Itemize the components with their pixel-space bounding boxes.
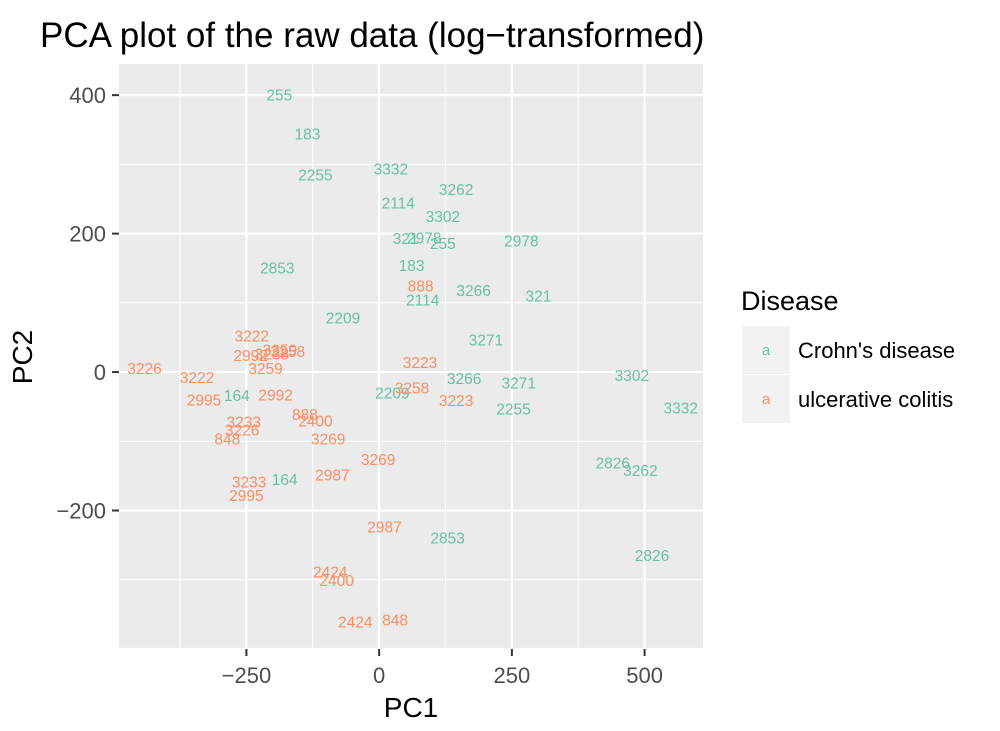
y-tick-label: −200 xyxy=(56,499,106,524)
point-label: 3258 xyxy=(395,381,429,398)
y-tick-label: 0 xyxy=(94,360,106,385)
legend-title: Disease xyxy=(741,286,839,316)
point-label: 3226 xyxy=(127,361,161,378)
legend-key-glyph: a xyxy=(762,391,771,408)
point-label: 848 xyxy=(382,612,408,629)
point-label: 3271 xyxy=(502,376,536,393)
point-label: 255 xyxy=(266,88,292,105)
legend-label: ulcerative colitis xyxy=(798,387,953,412)
point-label: 2853 xyxy=(260,261,294,278)
point-label: 3222 xyxy=(234,329,268,346)
point-label: 3223 xyxy=(403,355,437,372)
point-label: 888 xyxy=(408,279,434,296)
point-label: 2992 xyxy=(258,387,292,404)
point-label: 164 xyxy=(224,388,250,405)
point-label: 2209 xyxy=(326,311,360,328)
point-label: 3259 xyxy=(248,361,282,378)
point-label: 3269 xyxy=(361,452,395,469)
point-label: 255 xyxy=(430,236,456,253)
point-label: 2995 xyxy=(229,488,263,505)
x-axis-title: PC1 xyxy=(384,692,438,723)
point-label: 3262 xyxy=(439,182,473,199)
point-label: 3259 xyxy=(263,342,297,359)
point-label: 3258 xyxy=(271,344,305,361)
point-label: 183 xyxy=(399,258,425,275)
point-label: 2114 xyxy=(406,293,440,310)
point-label: 3332 xyxy=(663,401,697,418)
x-tick-label: −250 xyxy=(222,663,272,688)
point-label: 2400 xyxy=(298,414,333,431)
point-label: 2978 xyxy=(407,230,441,247)
point-label: 2255 xyxy=(496,401,530,418)
point-label: 2424 xyxy=(338,615,373,632)
point-label: 888 xyxy=(292,407,318,424)
x-tick-label: 0 xyxy=(373,663,385,688)
axis-ticks: −250 0 250 500 −200 0 200 400 xyxy=(56,83,663,688)
legend-label: Crohn's disease xyxy=(798,338,955,363)
point-label: 321 xyxy=(393,231,419,248)
legend-key xyxy=(742,375,790,423)
point-label: 3226 xyxy=(225,423,259,440)
point-label: 3222 xyxy=(180,370,214,387)
point-label: 2987 xyxy=(367,520,401,537)
point-label: 3262 xyxy=(623,463,657,480)
point-label: 3223 xyxy=(439,393,473,410)
point-label: 164 xyxy=(272,472,298,489)
y-tick-label: 200 xyxy=(69,222,106,247)
legend-key-glyph: a xyxy=(762,342,771,359)
point-label: 2114 xyxy=(382,196,416,213)
y-axis-title: PC2 xyxy=(7,330,38,384)
chart-title: PCA plot of the raw data (log−transforme… xyxy=(40,16,704,55)
point-label: 3302 xyxy=(615,368,649,385)
point-label: 2826 xyxy=(596,455,630,472)
point-label: 2424 xyxy=(313,565,348,582)
point-label: 3238 xyxy=(255,347,289,364)
legend: Disease a Crohn's disease a ulcerative coli… xyxy=(741,286,955,423)
point-label: 183 xyxy=(295,126,321,143)
grid-lines xyxy=(119,64,703,651)
point-label: 3269 xyxy=(311,432,345,449)
point-label: 3233 xyxy=(232,475,266,492)
point-label: 2400 xyxy=(319,573,354,590)
point-label: 3271 xyxy=(469,333,503,350)
plot-panel xyxy=(119,64,703,649)
point-label: 321 xyxy=(525,288,551,305)
y-tick-label: 400 xyxy=(69,83,106,108)
point-label: 2255 xyxy=(298,167,332,184)
x-tick-label: 250 xyxy=(494,663,531,688)
point-label: 2995 xyxy=(187,392,221,409)
point-label: 3332 xyxy=(374,162,408,179)
point-label: 2987 xyxy=(315,468,349,485)
point-label: 2978 xyxy=(504,234,538,251)
x-tick-label: 500 xyxy=(626,663,663,688)
point-label: 3302 xyxy=(426,209,460,226)
point-label: 3266 xyxy=(456,283,490,300)
point-label: 2826 xyxy=(635,548,669,565)
point-label: 848 xyxy=(214,432,240,449)
point-label: 2853 xyxy=(430,531,464,548)
legend-key xyxy=(742,326,790,374)
point-label: 3266 xyxy=(447,371,481,388)
point-label: 2992 xyxy=(233,348,267,365)
point-label: 3233 xyxy=(227,414,261,431)
point-label: 2209 xyxy=(375,385,409,402)
